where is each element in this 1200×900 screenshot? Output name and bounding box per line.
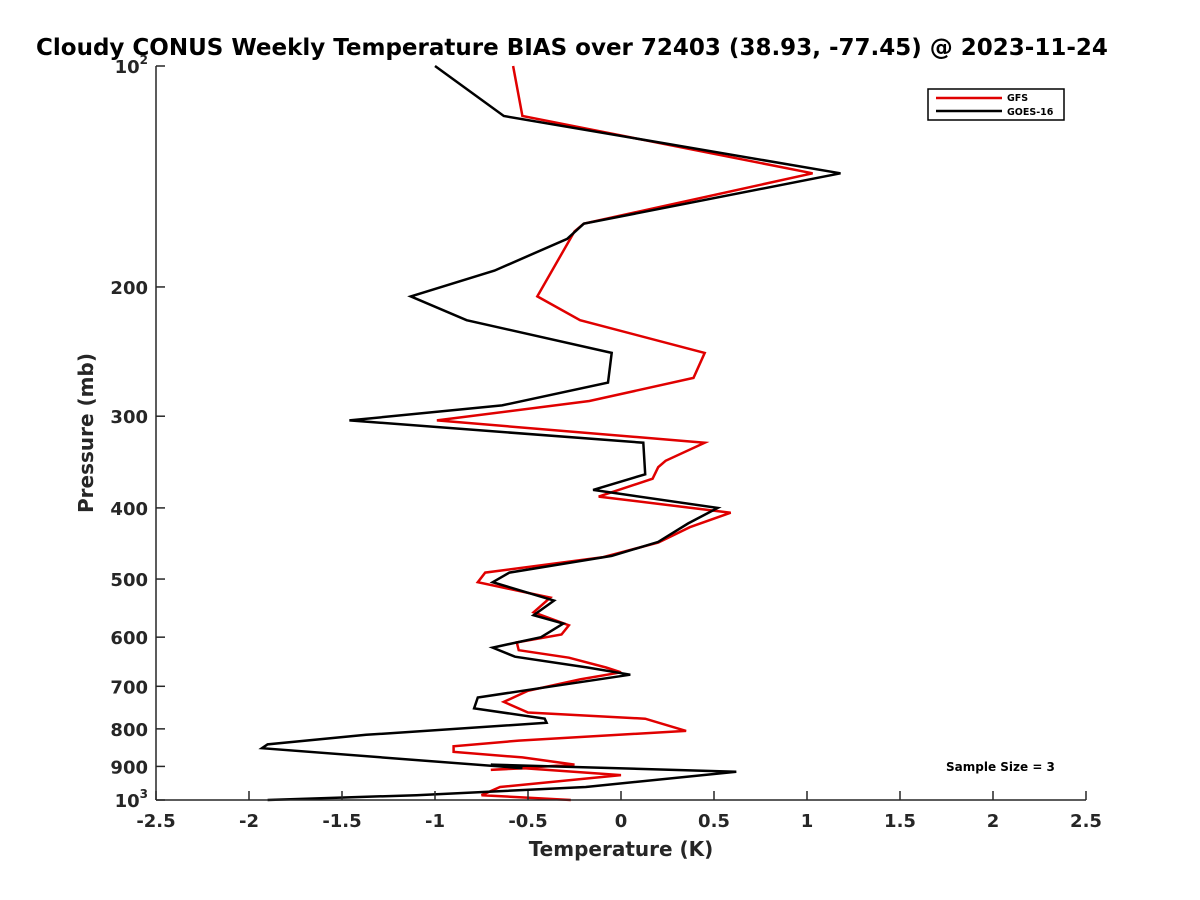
x-tick-label: -2.5 <box>136 811 175 832</box>
y-tick-label: 700 <box>110 677 148 698</box>
y-tick-exponent: 2 <box>140 53 148 67</box>
y-tick-label: 103 <box>115 787 148 812</box>
legend-label-goes-16: GOES-16 <box>1007 107 1054 118</box>
x-tick-label: 1.5 <box>884 811 916 832</box>
x-tick-label: -1.5 <box>322 811 361 832</box>
x-tick-label: 0 <box>615 811 628 832</box>
y-tick-label: 500 <box>110 570 148 591</box>
series-line-gfs <box>436 65 813 802</box>
chart-title: Cloudy CONUS Weekly Temperature BIAS ove… <box>36 35 1108 61</box>
x-ticks: -2.5 -2 -1.5 -1 -0.5 0 0.5 1 1.5 2 2.5 <box>136 791 1102 832</box>
plot-lines <box>258 64 841 802</box>
x-tick-label: 2 <box>987 811 1000 832</box>
sample-size-annotation: Sample Size = 3 <box>946 760 1055 774</box>
y-tick-label: 600 <box>110 628 148 649</box>
legend-label-gfs: GFS <box>1007 93 1028 104</box>
y-tick-label: 200 <box>110 278 148 299</box>
y-tick-label: 400 <box>110 499 148 520</box>
x-tick-label: 2.5 <box>1070 811 1102 832</box>
x-axis-label: Temperature (K) <box>529 837 714 861</box>
x-tick-label: 0.5 <box>698 811 730 832</box>
y-tick-exponent: 3 <box>140 787 148 801</box>
y-ticks: 102 200 300 400 500 600 700 800 900 103 <box>110 53 165 812</box>
y-tick-label: 800 <box>110 720 148 741</box>
y-axis-label: Pressure (mb) <box>74 353 98 513</box>
x-tick-label: -1 <box>425 811 445 832</box>
x-tick-label: -0.5 <box>508 811 547 832</box>
series-line-goes-16 <box>258 64 841 802</box>
y-tick-label: 300 <box>110 407 148 428</box>
x-tick-label: 1 <box>801 811 814 832</box>
x-tick-label: -2 <box>239 811 259 832</box>
legend: GFS GOES-16 <box>927 88 1065 121</box>
y-tick-label: 102 <box>115 53 148 78</box>
y-tick-label: 900 <box>110 757 148 778</box>
legend-box <box>927 88 1065 121</box>
